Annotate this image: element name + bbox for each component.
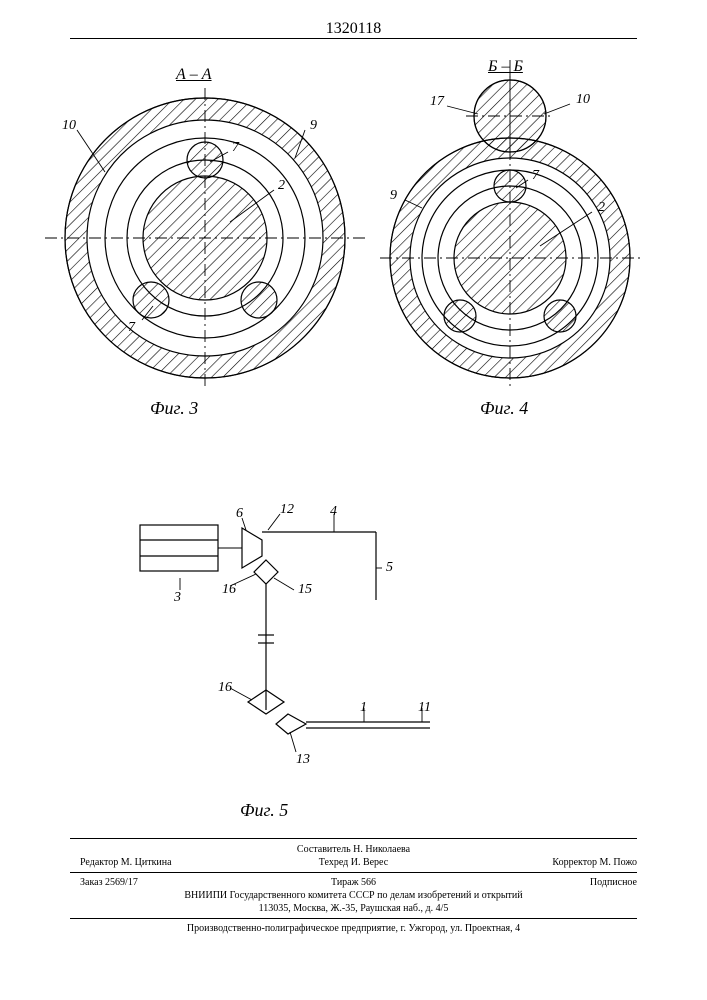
imprint-l5: 113035, Москва, Ж.-35, Раушская наб., д.… xyxy=(70,903,637,916)
ref-9a: 9 xyxy=(310,118,317,134)
fig3-group xyxy=(45,88,365,388)
ref-16b: 16 xyxy=(218,680,232,696)
ref-2b: 2 xyxy=(598,200,605,216)
ref-7c: 7 xyxy=(532,168,539,184)
ref-2a: 2 xyxy=(278,178,285,194)
imprint-l1: Составитель Н. Николаева xyxy=(70,844,637,857)
ref-16a: 16 xyxy=(222,582,236,598)
ref-7a: 7 xyxy=(232,140,239,156)
ref-12: 12 xyxy=(280,502,294,518)
page: 1320118 А – А Б – Б xyxy=(0,0,707,1000)
ref-17: 17 xyxy=(430,94,444,110)
ref-13: 13 xyxy=(296,752,310,768)
imprint-rule-3 xyxy=(70,918,637,919)
imprint-l6: Производственно-полиграфическое предприя… xyxy=(70,923,637,936)
ref-9b: 9 xyxy=(390,188,397,204)
fig5-label: Фиг. 5 xyxy=(240,800,288,821)
imprint-l4: ВНИИПИ Государственного комитета СССР по… xyxy=(70,890,637,903)
ref-6: 6 xyxy=(236,506,243,522)
ref-4: 4 xyxy=(330,504,337,520)
ref-1: 1 xyxy=(360,700,367,716)
ref-5: 5 xyxy=(386,560,393,576)
ref-10a: 10 xyxy=(62,118,76,134)
ref-7b: 7 xyxy=(128,320,135,336)
imprint-rule-1 xyxy=(70,838,637,839)
fig4-group xyxy=(380,60,640,388)
fig3-label: Фиг. 3 xyxy=(150,398,198,419)
imprint-l2r: Корректор М. Пожо xyxy=(447,857,637,870)
ref-3: 3 xyxy=(174,590,181,606)
ref-11: 11 xyxy=(418,700,431,716)
fig4-label: Фиг. 4 xyxy=(480,398,528,419)
ref-10b: 10 xyxy=(576,92,590,108)
imprint-l3r: Подписное xyxy=(447,877,637,890)
fig5 xyxy=(130,470,490,800)
ref-15: 15 xyxy=(298,582,312,598)
imprint-rule-2 xyxy=(70,872,637,873)
